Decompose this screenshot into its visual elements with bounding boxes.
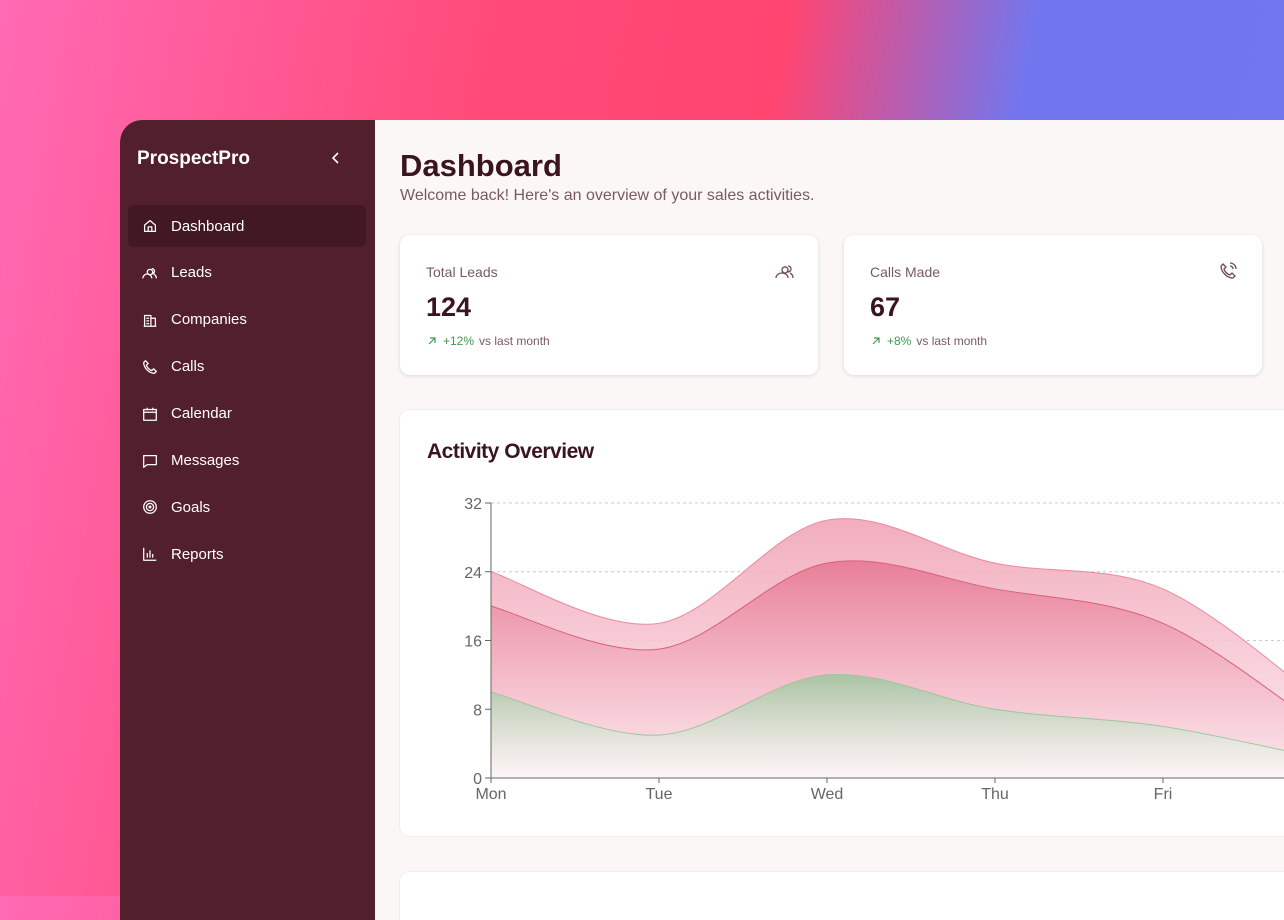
brand: ProspectPro (137, 148, 250, 169)
nav-label: Goals (171, 498, 211, 516)
nav-icon (142, 267, 157, 279)
line (490, 673, 1284, 752)
nav-icon (143, 219, 157, 233)
x-tick-label: Fri (1154, 786, 1173, 803)
nav-label: Companies (171, 311, 247, 329)
nav-icon (143, 407, 157, 421)
y-tick-label: 16 (464, 634, 482, 651)
nav-label: Calls (171, 358, 205, 376)
page-title: Dashboard (400, 148, 562, 183)
nav-label: Messages (171, 452, 240, 469)
nav-item[interactable]: Leads (128, 252, 366, 294)
y-tick-label: 24 (464, 565, 482, 582)
x-tick-label: Mon (475, 786, 506, 803)
sidebar: ProspectPro Dashboard Leads Companies Calls… (120, 120, 375, 920)
stat-card: Total Leads 124 +12% vs last month (400, 235, 818, 375)
nav-item[interactable]: Dashboard (128, 205, 366, 247)
stat-label: Calls Made (870, 264, 941, 280)
nav-icon (143, 314, 157, 327)
stat-card: Calls Made 67 +8% vs last month (844, 235, 1262, 375)
change-value: +8% (887, 334, 912, 348)
nav-icon (143, 454, 157, 468)
stat-label: Total Leads (426, 264, 498, 280)
y-tick-label: 8 (473, 702, 482, 719)
nav-label: Leads (171, 264, 212, 282)
app-window: ProspectPro Dashboard Leads Companies Calls… (120, 120, 1284, 920)
nav-label: Reports (171, 545, 224, 563)
stat-value: 124 (426, 292, 472, 322)
stat-change: +8% vs last month (870, 334, 987, 348)
x-tick-label: Wed (811, 786, 844, 803)
nav-label: Dashboard (171, 217, 245, 235)
y-tick-label: 0 (473, 771, 482, 788)
collapse-button[interactable] (330, 151, 342, 165)
stat-icon (1218, 261, 1238, 286)
nav-item[interactable]: Messages (128, 440, 366, 482)
stat-value: 67 (870, 292, 901, 322)
area (491, 674, 1284, 778)
stat-change: +12% vs last month (426, 334, 550, 348)
line (490, 560, 1284, 702)
next-card (400, 872, 1284, 920)
stat-icon (774, 261, 794, 286)
change-value: +12% (443, 334, 475, 348)
x-tick-label: Tue (646, 786, 673, 803)
nav-label: Calendar (171, 405, 232, 423)
nav-icon (143, 547, 157, 562)
x-tick-label: Thu (981, 786, 1009, 803)
change-note: vs last month (916, 334, 988, 348)
nav-icon (143, 359, 157, 374)
nav-item[interactable]: Calls (128, 346, 366, 388)
chart: Activity Overview 0 8 16 24 32 Mon Tue Wed Thu Fr… (427, 440, 1284, 803)
nav-item[interactable]: Calendar (128, 393, 366, 435)
nav-item[interactable]: Companies (128, 299, 366, 341)
page-subtitle: Welcome back! Here's an overview of your… (400, 187, 815, 204)
nav-item[interactable]: Reports (128, 533, 366, 575)
chart-card: Activity Overview 0 8 16 24 32 Mon Tue Wed Thu Fr… (400, 410, 1284, 836)
nav-icon (143, 500, 157, 515)
y-tick-label: 32 (464, 496, 482, 513)
change-note: vs last month (479, 334, 550, 348)
line (490, 518, 1284, 673)
nav-item[interactable]: Goals (128, 486, 366, 528)
chart-title: Activity Overview (427, 440, 595, 463)
